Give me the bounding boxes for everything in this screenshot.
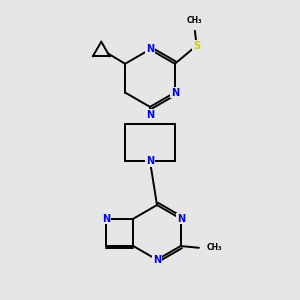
Text: CH₃: CH₃ <box>187 16 202 25</box>
Text: N: N <box>146 110 154 120</box>
Text: N: N <box>146 44 154 54</box>
Text: CH₃: CH₃ <box>207 243 222 252</box>
Text: S: S <box>193 40 200 50</box>
Text: N: N <box>102 214 110 224</box>
Text: N: N <box>146 156 154 166</box>
Text: N: N <box>177 214 185 224</box>
Text: N: N <box>153 255 161 265</box>
Text: N: N <box>171 88 179 98</box>
